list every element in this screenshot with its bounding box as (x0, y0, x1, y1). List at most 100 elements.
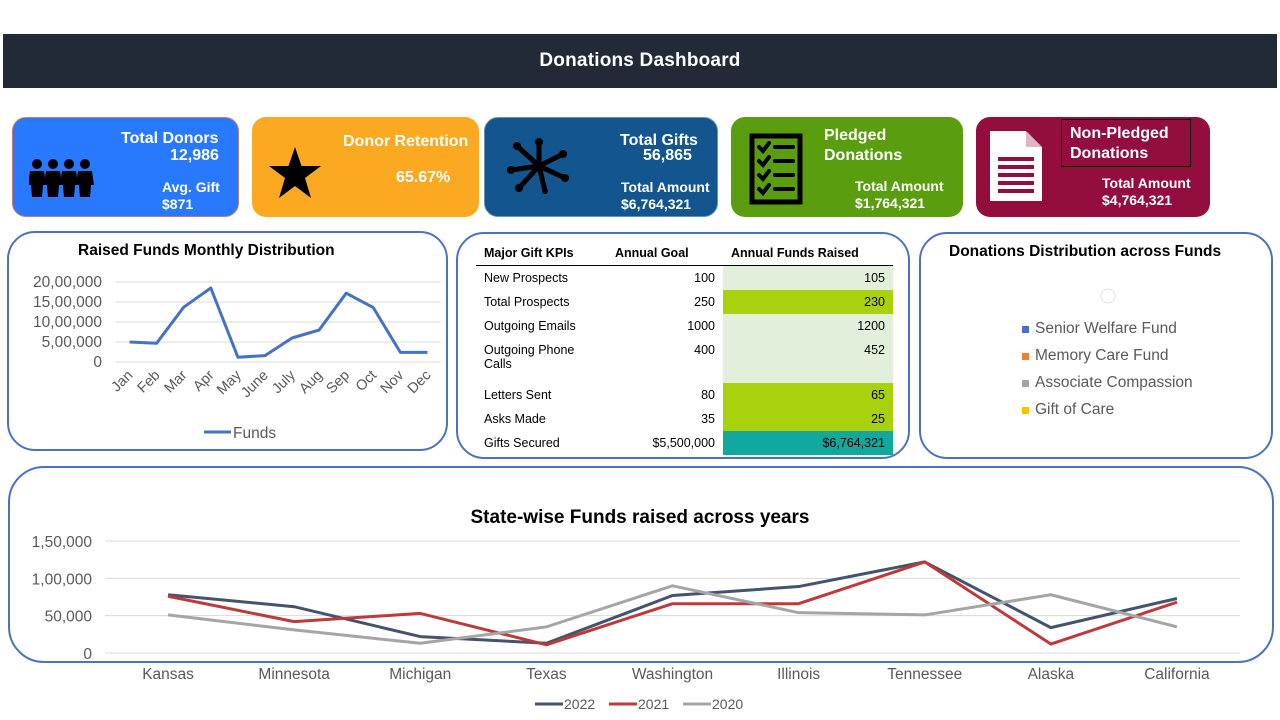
non-pledged-title-line2: Donations (1070, 145, 1149, 162)
monthly-y-tick-label: 5,00,000 (42, 334, 103, 351)
distribution-legend-item: Memory Care Fund (1022, 347, 1169, 365)
kpi-row-label: New Prospects (484, 271, 569, 285)
legend-label: Memory Care Fund (1035, 347, 1169, 364)
people-group-icon (29, 159, 94, 197)
state-x-tick-label: Alaska (1028, 666, 1075, 683)
legend-swatch (1022, 379, 1029, 387)
donor-retention-card[interactable]: Donor Retention 65.67% (252, 117, 479, 217)
non-pledged-amount-value: $4,764,321 (1102, 192, 1173, 208)
monthly-distribution-panel: Raised Funds Monthly Distribution 20,00,… (7, 231, 448, 451)
non-pledged-title-line1: Non-Pledged (1070, 125, 1169, 142)
avg-gift-label: Avg. Gift (162, 179, 220, 195)
total-donors-title: Total Donors (121, 130, 219, 147)
legend-label: Senior Welfare Fund (1035, 320, 1177, 337)
series-line-2021 (167, 560, 1178, 647)
total-gifts-amount-label: Total Amount (621, 179, 710, 195)
kpi-header-raised: Annual Funds Raised (723, 241, 893, 266)
kpi-row-raised: 65 (723, 383, 893, 407)
pledged-amount-label: Total Amount (855, 178, 944, 194)
kpi-row-label: Letters Sent (484, 388, 552, 402)
kpi-table-row: Outgoing Emails 1000 1200 (476, 314, 893, 338)
legend-swatch (1022, 325, 1029, 333)
funds-line (129, 286, 428, 359)
donor-retention-value: 65.67% (396, 169, 451, 186)
state-legend-label: 2021 (638, 696, 669, 712)
distribution-panel: Donations Distribution across Funds Seni… (919, 232, 1273, 459)
kpi-header-goal: Annual Goal (607, 241, 723, 266)
kpi-row-label: Outgoing Emails (484, 319, 576, 333)
pledged-title-line1: Pledged (824, 127, 887, 144)
kpi-row-raised: 25 (723, 407, 893, 431)
checklist-icon (749, 133, 803, 205)
kpi-row-goal: 100 (694, 271, 715, 285)
state-x-tick-label: Michigan (389, 666, 451, 683)
kpi-row-raised: $6,764,321 (723, 431, 893, 455)
state-x-tick-label: Illinois (777, 666, 820, 683)
legend-label: Associate Compassion (1035, 374, 1193, 391)
kpi-row-label: Outgoing Phone Calls (484, 343, 575, 371)
non-pledged-donations-card[interactable]: Non-Pledged Donations Total Amount $4,76… (976, 117, 1210, 217)
monthly-y-tick-label: 15,00,000 (33, 294, 102, 311)
kpi-row-raised: 105 (723, 265, 893, 290)
monthly-y-tick-label: 10,00,000 (33, 314, 102, 331)
kpi-table-row: Gifts Secured $5,500,000 $6,764,321 (476, 431, 893, 455)
kpi-row-label: Total Prospects (484, 295, 570, 309)
legend-swatch (1022, 352, 1029, 360)
kpi-table-row: Outgoing Phone Calls 400 452 (476, 338, 893, 383)
legend-label: Gift of Care (1035, 401, 1115, 418)
star-icon (269, 147, 321, 198)
total-donors-card[interactable]: Total Donors 12,986 Avg. Gift $871 (12, 117, 239, 217)
non-pledged-title-box (1061, 119, 1191, 167)
legend-swatch (1022, 406, 1029, 414)
state-x-tick-label: Tennessee (887, 666, 962, 683)
state-y-tick-label: 1,50,000 (32, 534, 93, 551)
kpi-row-goal: 1000 (687, 319, 715, 333)
kpi-table-header-row: Major Gift KPIs Annual Goal Annual Funds… (476, 241, 893, 266)
series-line-2022 (167, 560, 1178, 645)
donor-retention-title: Donor Retention (343, 133, 469, 150)
dashboard-header: Donations Dashboard (3, 34, 1277, 88)
kpi-table-row: Letters Sent 80 65 (476, 383, 893, 407)
monthly-line-chart: 20,00,00015,00,00010,00,0005,00,0000JanF… (33, 274, 441, 442)
series-line-2020 (167, 584, 1178, 645)
state-y-tick-label: 1,00,000 (32, 571, 93, 588)
monthly-chart-title: Raised Funds Monthly Distribution (78, 242, 335, 259)
monthly-y-tick-label: 20,00,000 (33, 274, 102, 291)
distribution-legend-item: Gift of Care (1022, 401, 1114, 419)
distribution-legend-item: Associate Compassion (1022, 374, 1193, 392)
total-gifts-title: Total Gifts (620, 132, 698, 149)
kpi-row-goal: 35 (701, 412, 715, 426)
pledged-donations-card[interactable]: Pledged Donations Total Amount $1,764,32… (731, 117, 963, 217)
total-gifts-value: 56,865 (643, 147, 692, 164)
total-gifts-amount-value: $6,764,321 (621, 196, 692, 212)
state-x-tick-label: Minnesota (258, 666, 330, 683)
kpi-table-row: Total Prospects 250 230 (476, 290, 893, 314)
non-pledged-amount-label: Total Amount (1102, 175, 1191, 191)
empty-pie-chart (1100, 288, 1116, 304)
kpi-row-goal: 400 (694, 343, 715, 357)
kpi-row-label: Gifts Secured (484, 436, 560, 450)
document-icon (990, 131, 1042, 201)
kpi-row-goal: $5,500,000 (652, 436, 715, 450)
pledged-amount-value: $1,764,321 (855, 195, 926, 211)
pledged-title-line2: Donations (824, 147, 903, 164)
state-legend-label: 2020 (712, 696, 743, 712)
monthly-y-tick-label: 0 (93, 354, 102, 371)
state-y-tick-label: 50,000 (45, 609, 93, 626)
kpi-table-row: New Prospects 100 105 (476, 265, 893, 290)
state-y-tick-label: 0 (83, 646, 92, 663)
total-donors-value: 12,986 (170, 147, 219, 164)
kpi-row-goal: 250 (694, 295, 715, 309)
total-gifts-card[interactable]: Total Gifts 56,865 Total Amount $6,764,3… (484, 117, 718, 217)
helping-hands-icon (507, 138, 569, 194)
state-x-tick-label: Texas (526, 666, 567, 683)
avg-gift-value: $871 (162, 196, 194, 212)
state-wise-panel (8, 466, 1274, 663)
state-x-tick-label: Washington (632, 666, 713, 683)
state-x-tick-label: California (1144, 666, 1210, 683)
major-gift-kpi-table: Major Gift KPIs Annual Goal Annual Funds… (476, 241, 893, 455)
kpi-row-raised: 230 (723, 290, 893, 314)
kpi-table-panel: Major Gift KPIs Annual Goal Annual Funds… (456, 232, 910, 459)
state-chart-title: State-wise Funds raised across years (470, 507, 810, 528)
